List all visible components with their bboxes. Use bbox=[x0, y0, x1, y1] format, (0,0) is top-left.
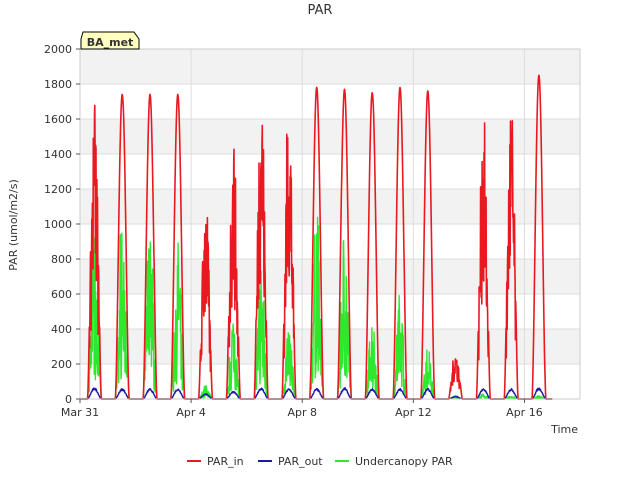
x-axis: Mar 31 Apr 4 Apr 8 Apr 12 Apr 16 bbox=[61, 399, 543, 419]
band bbox=[80, 294, 580, 329]
legend: PAR_in PAR_out Undercanopy PAR bbox=[187, 455, 453, 468]
x-tick-label: Apr 4 bbox=[176, 406, 206, 419]
series-line-par_in bbox=[80, 74, 553, 400]
site-badge-label: BA_met bbox=[87, 36, 134, 49]
series-line-par_out bbox=[80, 387, 553, 400]
y-tick-label: 1400 bbox=[44, 148, 72, 161]
x-tick-label: Mar 31 bbox=[61, 406, 99, 419]
chart-title: PAR bbox=[308, 3, 333, 18]
band bbox=[80, 329, 580, 364]
y-axis: 0 200 400 600 800 1000 1200 1400 1600 1800 2000 bbox=[44, 43, 80, 406]
y-tick-label: 1000 bbox=[44, 218, 72, 231]
band bbox=[80, 119, 580, 154]
band bbox=[80, 49, 580, 84]
y-tick-label: 800 bbox=[51, 253, 72, 266]
band bbox=[80, 154, 580, 189]
x-tick-label: Apr 16 bbox=[506, 406, 543, 419]
band bbox=[80, 189, 580, 224]
x-tick-label: Apr 8 bbox=[287, 406, 317, 419]
y-tick-label: 1800 bbox=[44, 78, 72, 91]
y-tick-label: 1200 bbox=[44, 183, 72, 196]
y-tick-label: 0 bbox=[65, 393, 72, 406]
legend-label: PAR_in bbox=[207, 455, 244, 468]
y-axis-label: PAR (umol/m2/s) bbox=[7, 179, 20, 271]
site-badge: BA_met bbox=[80, 31, 140, 50]
band bbox=[80, 224, 580, 259]
band bbox=[80, 84, 580, 119]
plot-background bbox=[80, 49, 580, 399]
legend-label: Undercanopy PAR bbox=[355, 455, 453, 468]
y-tick-label: 1600 bbox=[44, 113, 72, 126]
band bbox=[80, 259, 580, 294]
y-tick-label: 200 bbox=[51, 358, 72, 371]
y-tick-label: 2000 bbox=[44, 43, 72, 56]
x-tick-label: Apr 12 bbox=[395, 406, 432, 419]
x-axis-label: Time bbox=[550, 423, 578, 436]
y-tick-label: 400 bbox=[51, 323, 72, 336]
legend-label: PAR_out bbox=[278, 455, 323, 468]
band bbox=[80, 364, 580, 399]
site-badge-box bbox=[80, 31, 140, 50]
y-tick-label: 600 bbox=[51, 288, 72, 301]
